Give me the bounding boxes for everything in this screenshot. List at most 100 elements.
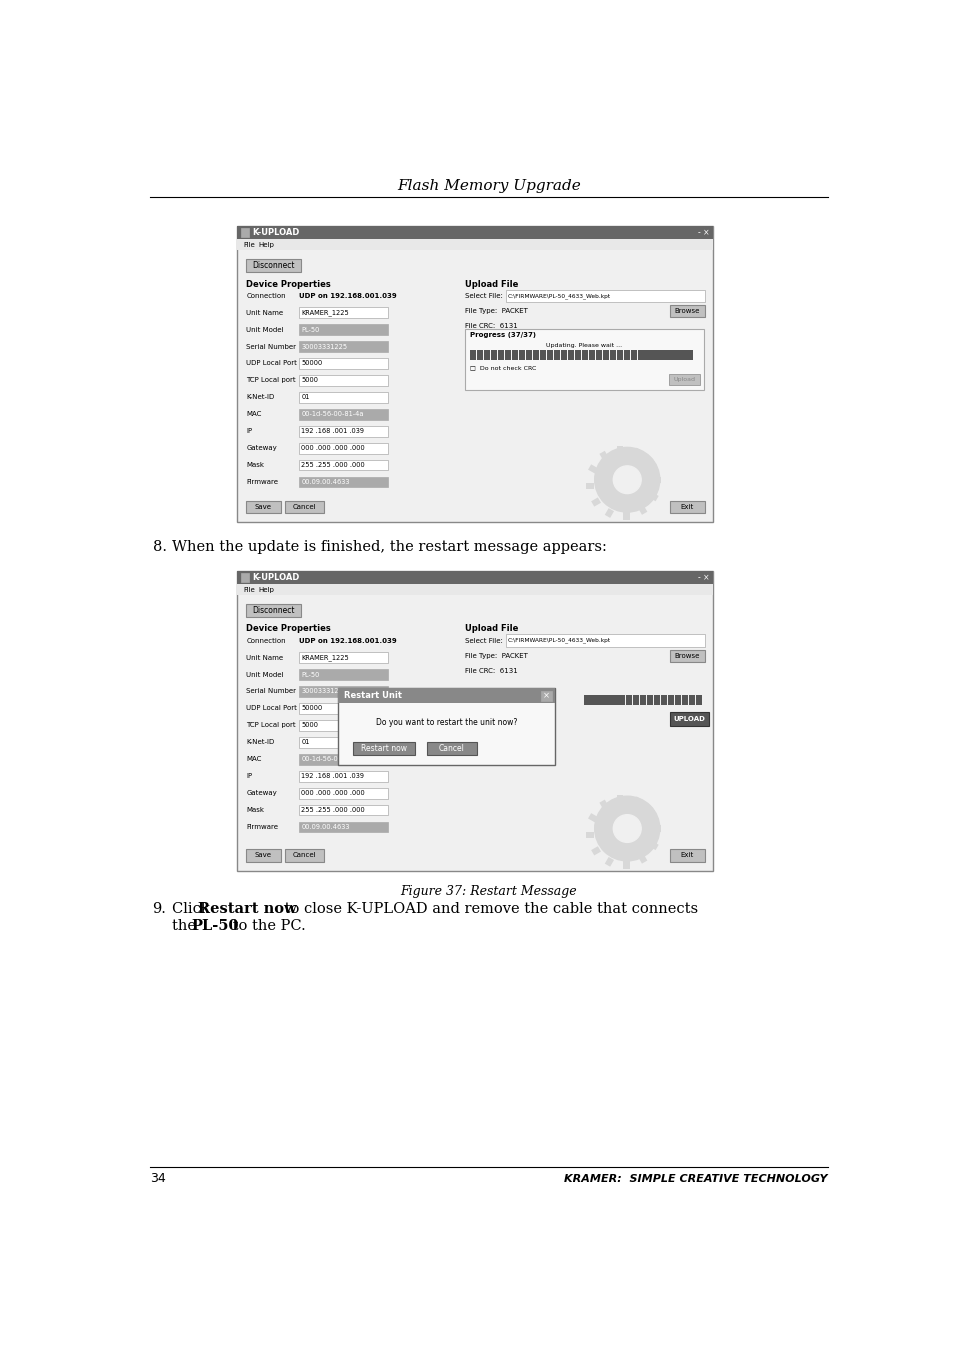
Bar	[633, 696, 639, 704]
Bar	[602, 351, 608, 360]
Bar	[584, 696, 590, 704]
Bar	[236, 226, 712, 523]
Bar	[298, 375, 388, 386]
Bar	[337, 688, 555, 765]
Bar	[609, 351, 616, 360]
Bar	[298, 307, 388, 318]
Text: Browse: Browse	[674, 309, 700, 314]
Text: Disconnect: Disconnect	[252, 607, 294, 615]
Bar	[298, 703, 388, 714]
Text: File Type:  PACKET: File Type: PACKET	[465, 309, 528, 314]
Text: Unit Model: Unit Model	[246, 326, 284, 333]
Text: KRAMER_1225: KRAMER_1225	[301, 309, 349, 315]
Bar	[638, 854, 647, 864]
Text: Restart Unit: Restart Unit	[344, 691, 401, 700]
Bar	[298, 822, 388, 833]
Text: File Type:  PACKET: File Type: PACKET	[465, 653, 528, 659]
Bar	[685, 351, 692, 360]
Bar	[483, 351, 490, 360]
Text: UDP Local Port: UDP Local Port	[246, 705, 297, 711]
Bar	[298, 788, 388, 799]
Text: Exit: Exit	[680, 504, 693, 509]
Text: Disconnect: Disconnect	[252, 261, 294, 271]
Bar	[598, 451, 608, 460]
Bar	[491, 351, 497, 360]
Bar	[622, 861, 629, 868]
Bar	[470, 351, 476, 360]
Bar	[652, 826, 659, 831]
Text: Serial Number: Serial Number	[246, 688, 296, 695]
Bar	[644, 351, 650, 360]
Text: 5000: 5000	[301, 722, 318, 728]
Text: KRAMER:  SIMPLE CREATIVE TECHNOLOGY: KRAMER: SIMPLE CREATIVE TECHNOLOGY	[563, 1174, 827, 1183]
Text: MAC: MAC	[246, 757, 261, 762]
Text: Serial Number: Serial Number	[246, 344, 296, 349]
Bar	[533, 351, 538, 360]
Text: 192 .168 .001 .039: 192 .168 .001 .039	[301, 428, 364, 435]
Bar	[298, 653, 388, 663]
Bar	[618, 696, 625, 704]
Text: Device Properties: Device Properties	[246, 279, 331, 288]
Text: Upload: Upload	[673, 378, 695, 382]
Text: Upload File: Upload File	[465, 624, 518, 634]
Bar	[605, 696, 611, 704]
Text: Do you want to restart the unit now?: Do you want to restart the unit now?	[375, 718, 517, 727]
Bar	[681, 696, 687, 704]
Text: When the update is finished, the restart message appears:: When the update is finished, the restart…	[172, 540, 606, 554]
Text: Gateway: Gateway	[246, 445, 276, 451]
Bar	[581, 351, 587, 360]
Text: Device Properties: Device Properties	[246, 624, 331, 634]
Text: Flash Memory Upgrade: Flash Memory Upgrade	[396, 179, 580, 192]
Bar	[298, 341, 388, 352]
Bar	[667, 696, 674, 704]
Text: to the PC.: to the PC.	[228, 918, 305, 933]
Bar	[298, 720, 388, 731]
Text: Connection: Connection	[246, 292, 286, 299]
Text: Firmware: Firmware	[246, 825, 278, 830]
Bar	[298, 477, 388, 487]
Bar	[632, 448, 641, 458]
Bar	[668, 374, 699, 385]
Text: Save: Save	[254, 504, 272, 509]
Text: 000 .000 .000 .000: 000 .000 .000 .000	[301, 791, 365, 796]
Bar	[587, 814, 598, 822]
Bar	[560, 351, 566, 360]
Bar	[539, 351, 545, 360]
Bar	[639, 696, 646, 704]
Bar	[645, 808, 655, 816]
Text: KRAMER_1225: KRAMER_1225	[301, 654, 349, 661]
Bar	[567, 351, 574, 360]
Text: - ×: - ×	[697, 227, 708, 237]
Text: Select File:: Select File:	[465, 292, 503, 299]
Text: IP: IP	[246, 773, 253, 779]
Bar	[246, 501, 281, 513]
Bar	[285, 501, 323, 513]
Bar	[591, 846, 600, 856]
Bar	[298, 770, 388, 781]
Bar	[630, 351, 636, 360]
Text: K-UPLOAD: K-UPLOAD	[252, 573, 299, 582]
Bar	[622, 512, 629, 520]
Text: Figure 37: Restart Message: Figure 37: Restart Message	[400, 884, 577, 898]
Text: 00-1d-56-00-81-4a: 00-1d-56-00-81-4a	[301, 412, 363, 417]
Bar	[654, 696, 659, 704]
Bar	[651, 351, 657, 360]
Bar	[298, 737, 388, 747]
Bar	[670, 712, 708, 726]
Bar	[604, 508, 614, 517]
Text: Save: Save	[254, 853, 272, 858]
Text: 01: 01	[301, 739, 310, 745]
Text: 50000: 50000	[301, 705, 322, 711]
Text: 00-1d-56-00-81-4a: 00-1d-56-00-81-4a	[301, 757, 363, 762]
Text: to close K-UPLOAD and remove the cable that connects: to close K-UPLOAD and remove the cable t…	[279, 902, 697, 915]
Bar	[696, 696, 701, 704]
Bar	[591, 696, 597, 704]
Bar	[646, 696, 653, 704]
Bar	[497, 351, 504, 360]
Bar	[298, 669, 388, 680]
Bar	[505, 635, 704, 647]
Bar	[612, 696, 618, 704]
Bar	[658, 351, 664, 360]
Bar	[298, 409, 388, 420]
Text: Mask: Mask	[246, 462, 264, 468]
